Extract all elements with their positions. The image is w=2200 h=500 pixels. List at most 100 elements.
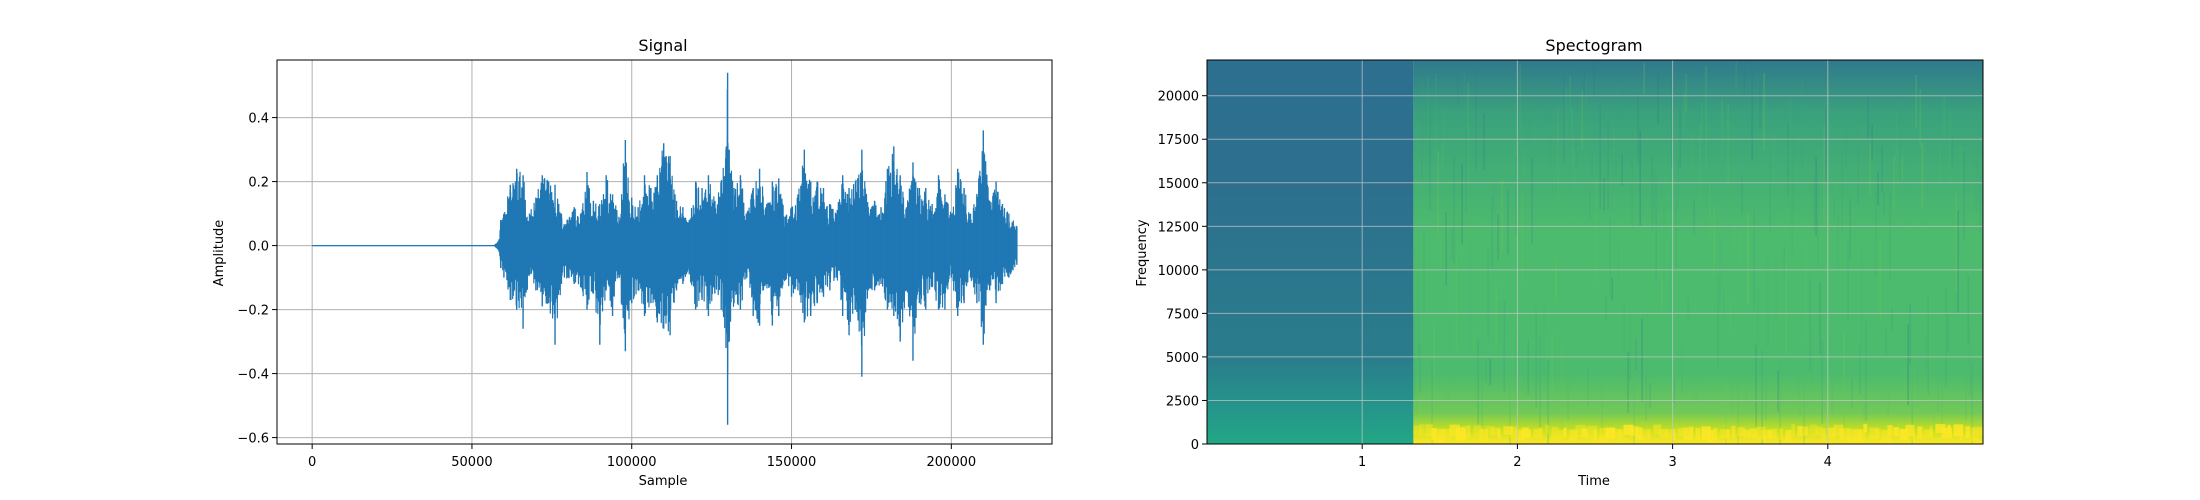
spectrogram-grid (1207, 60, 1983, 444)
spectrogram-streak (1745, 370, 1747, 403)
spectrogram-streak (1667, 189, 1669, 234)
spectrogram-streak (1589, 190, 1591, 220)
spectrogram-streak (1943, 96, 1945, 140)
spectrogram-y-tick-label: 10000 (1158, 264, 1199, 279)
spectrogram-streak (1761, 350, 1763, 444)
spectrogram-streak (1553, 177, 1555, 213)
spectrogram-streak (1651, 154, 1653, 231)
spectrogram-streak (1467, 81, 1469, 186)
spectrogram-energy-blob (1749, 428, 1758, 438)
spectrogram-streak (1649, 383, 1651, 409)
signal-x-ticks: 0 50000 100000 150000 200000 (308, 444, 976, 470)
spectrogram-streak (1929, 319, 1931, 373)
spectrogram-streak (1883, 192, 1885, 216)
spectrogram-energy-blob (1755, 426, 1766, 441)
spectrogram-streak (1483, 113, 1485, 170)
spectrogram-streak (1755, 344, 1757, 432)
spectrogram-streak (1543, 300, 1545, 375)
signal-x-axis-label: Sample (639, 474, 688, 489)
spectrogram-streak (1945, 285, 1947, 387)
spectrogram-quiet-region (1207, 60, 1414, 444)
spectrogram-streak (1947, 313, 1949, 352)
spectrogram-streak (1721, 98, 1723, 161)
spectrogram-streak (1833, 196, 1835, 221)
spectrogram-streak (1731, 378, 1733, 413)
spectrogram-streak (1613, 127, 1615, 153)
spectrogram-streak (1617, 242, 1619, 279)
spectrogram-streak (1751, 66, 1753, 161)
spectrogram-energy-blob (1911, 429, 1915, 442)
spectrogram-y-tick-label: 2500 (1166, 394, 1199, 409)
spectrogram-streak (1771, 138, 1773, 194)
spectrogram-streak (1529, 109, 1531, 161)
spectrogram-streak (1779, 353, 1781, 444)
spectrogram-energy-blob (1701, 426, 1711, 440)
spectrogram-x-tick-label: 4 (1824, 455, 1832, 470)
spectrogram-streak (1487, 249, 1489, 339)
spectrogram-energy-blob (1599, 427, 1609, 442)
spectrogram-streak (1603, 177, 1605, 211)
spectrogram-streak (1433, 323, 1435, 406)
spectrogram-streak (1501, 180, 1503, 252)
spectrogram-streak (1787, 122, 1789, 197)
spectrogram-energy-blob (1821, 428, 1826, 440)
spectrogram-streak (1499, 301, 1501, 344)
spectrogram-streak (1823, 125, 1825, 229)
spectrogram-streak (1777, 370, 1779, 412)
spectrogram-energy-blob (1467, 425, 1471, 438)
spectrogram-energy-blob (1533, 428, 1542, 438)
spectrogram-energy-blob (1689, 426, 1694, 435)
spectrogram-streak (1669, 243, 1671, 312)
spectrogram-streak (1485, 358, 1487, 383)
spectrogram-streak (1835, 182, 1837, 243)
spectrogram-streak (1641, 318, 1643, 403)
spectrogram-energy-blob (1737, 427, 1745, 437)
spectrogram-streak (1701, 101, 1703, 139)
spectrogram-streak (1489, 358, 1491, 385)
spectrogram-streak (1591, 146, 1593, 177)
spectrogram-streak (1909, 303, 1911, 364)
spectrogram-x-tick-label: 3 (1668, 455, 1676, 470)
spectrogram-streak (1923, 141, 1925, 232)
spectrogram-streak (1763, 73, 1765, 151)
spectrogram-streak (1959, 146, 1961, 254)
spectrogram-streak (1969, 326, 1971, 397)
spectrogram-heatmap (1207, 60, 1983, 444)
spectrogram-streak (1847, 241, 1849, 322)
spectrogram-streak (1871, 123, 1873, 160)
signal-x-tick-label: 50000 (451, 455, 492, 470)
spectrogram-streak (1793, 105, 1795, 211)
spectrogram-x-ticks: 1 2 3 4 (1358, 444, 1832, 470)
spectrogram-x-tick-label: 1 (1358, 455, 1366, 470)
spectrogram-streak (1703, 65, 1705, 148)
spectrogram-streak (1849, 199, 1851, 258)
spectrogram-streak (1979, 176, 1981, 233)
signal-y-tick-label: 0.2 (248, 176, 269, 191)
spectrogram-streak (1559, 299, 1561, 349)
spectrogram-streak (1865, 320, 1867, 421)
spectrogram-streak (1525, 112, 1527, 147)
spectrogram-streak (1733, 225, 1735, 249)
spectrogram-streak (1853, 185, 1855, 270)
spectrogram-energy-blob (1941, 427, 1952, 439)
spectrogram-streak (1449, 180, 1451, 249)
spectrogram-streak (1685, 74, 1687, 112)
spectrogram-streak (1831, 308, 1833, 412)
spectrogram-energy-blob (1713, 428, 1718, 441)
spectrogram-streak (1797, 321, 1799, 397)
spectrogram-energy-blob (1797, 426, 1803, 437)
spectrogram-streak (1683, 92, 1685, 134)
spectrogram-energy-blob (1875, 428, 1881, 439)
spectrogram-y-tick-label: 20000 (1158, 90, 1199, 105)
spectrogram-streak (1539, 335, 1541, 427)
spectrogram-streak (1503, 300, 1505, 393)
spectrogram-streak (1705, 65, 1707, 171)
spectrogram-energy-blob (1647, 429, 1652, 438)
spectrogram-streak (1473, 332, 1475, 355)
spectrogram-streak (1441, 141, 1443, 168)
spectrogram-y-tick-label: 0 (1191, 438, 1199, 453)
spectrogram-energy-blob (1617, 429, 1626, 442)
spectrogram-streak (1497, 214, 1499, 261)
spectrogram-energy-blob (1965, 426, 1971, 439)
